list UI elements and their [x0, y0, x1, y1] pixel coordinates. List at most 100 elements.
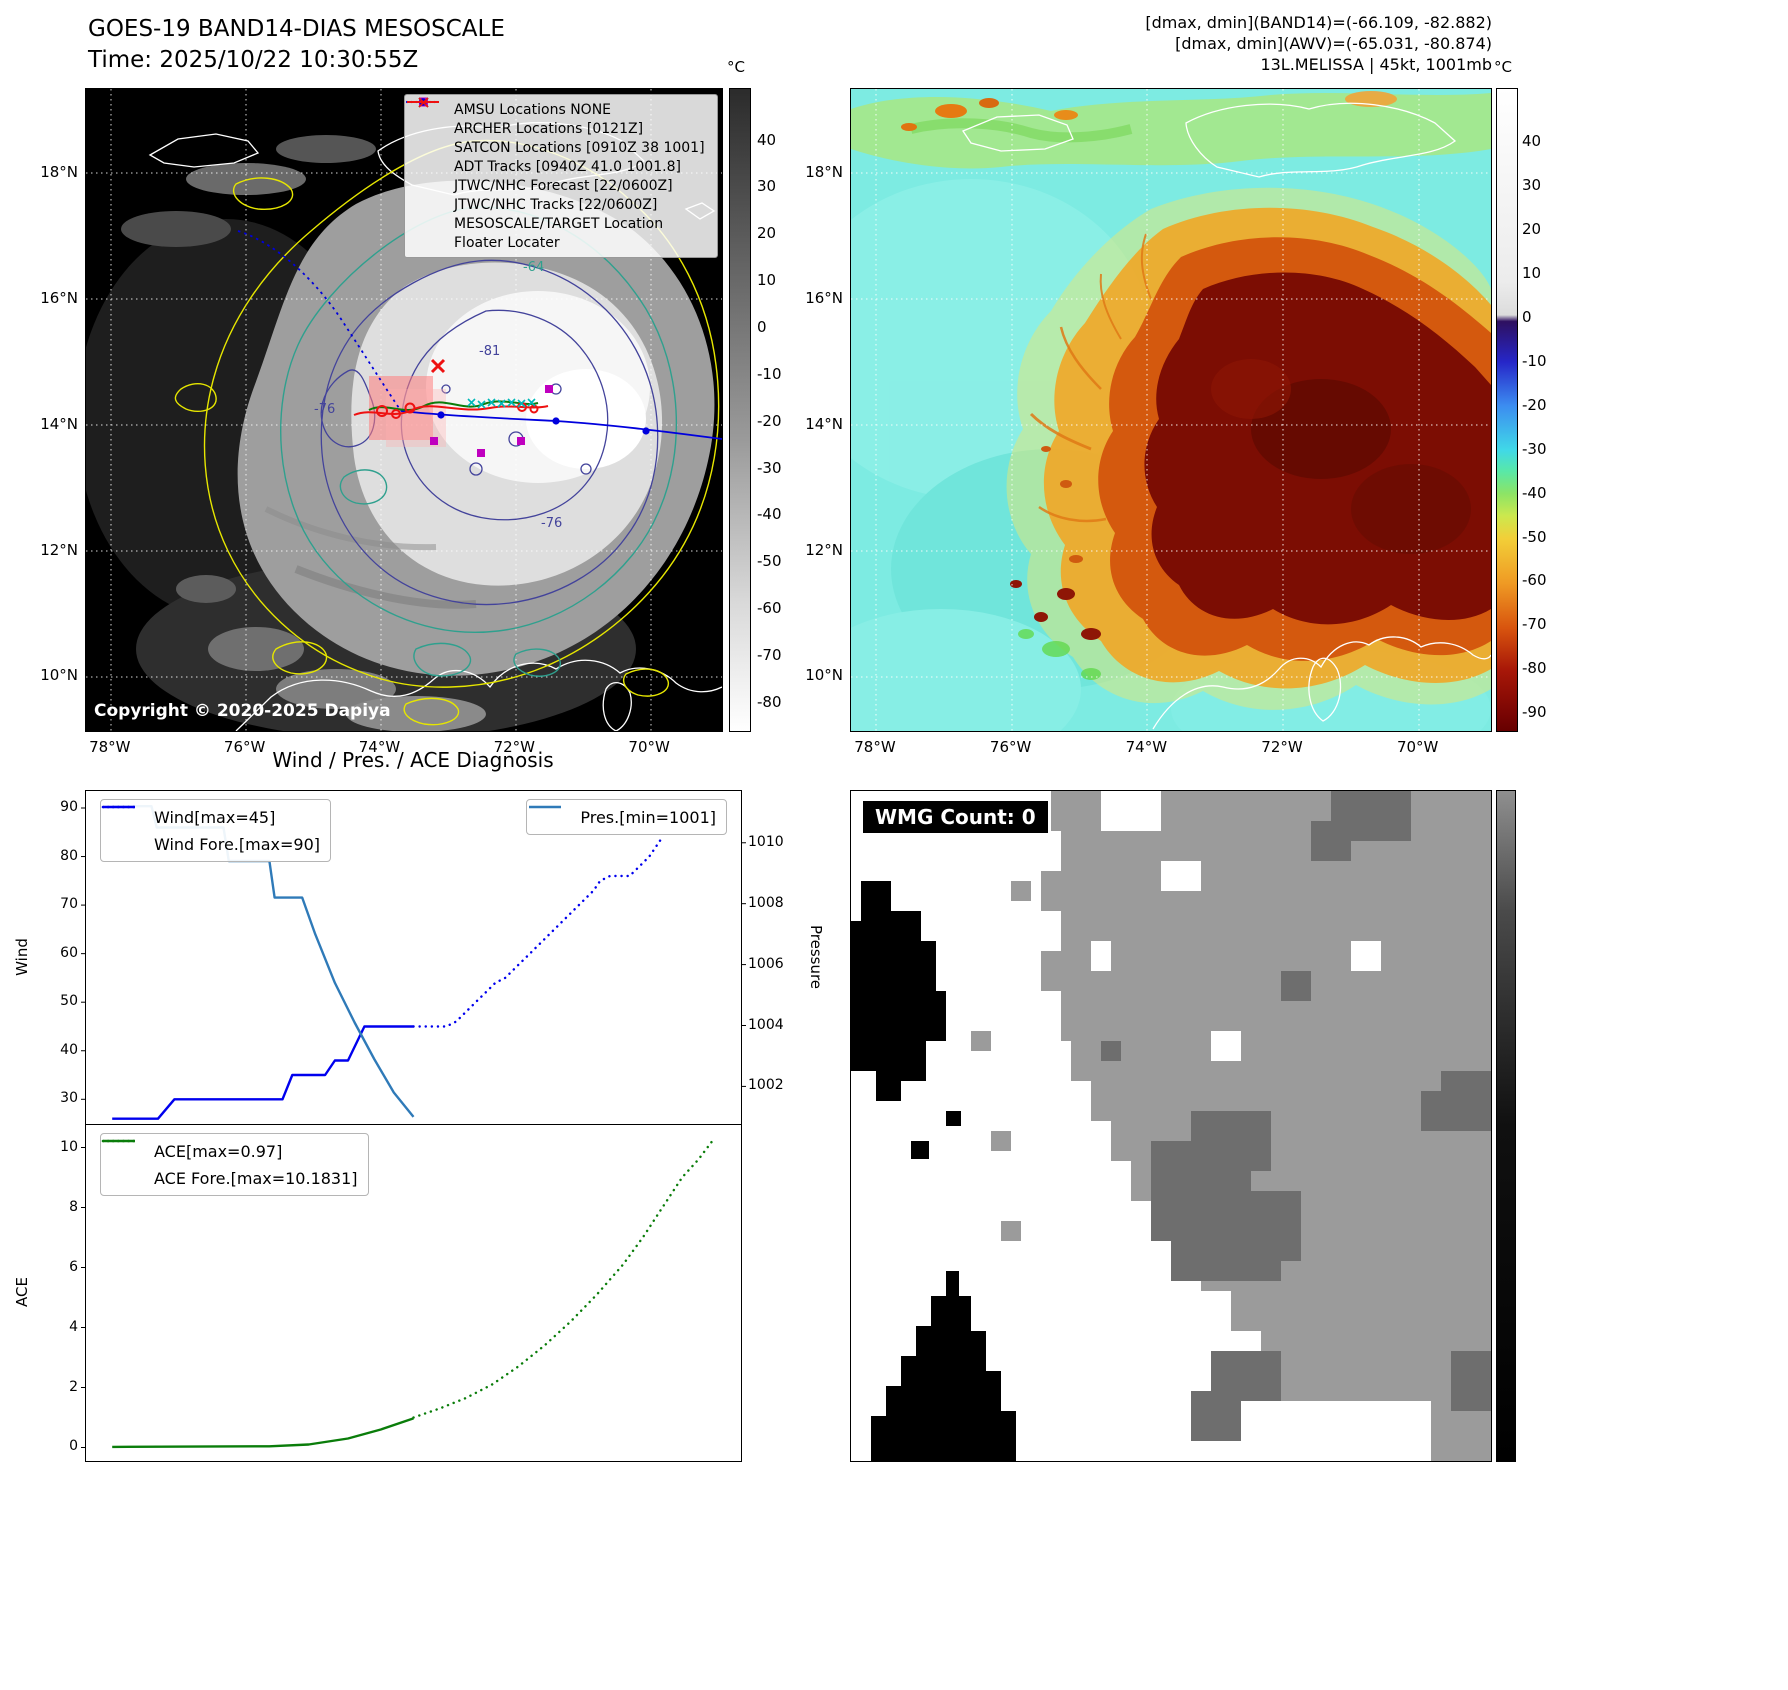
colorbar-tick-label: 40 — [757, 130, 777, 149]
colorbar-tick-label: -70 — [757, 646, 782, 665]
timestamp: Time: 2025/10/22 10:30:55Z — [88, 47, 419, 73]
axis-tick-label: 2 — [69, 1378, 78, 1395]
legend-label: ADT Tracks [0940Z 41.0 1001.8] — [454, 158, 681, 175]
ace-chart: ACE[max=0.97] ACE Fore.[max=10.1831] — [81, 1124, 742, 1462]
legend-label: Wind Fore.[max=90] — [154, 834, 320, 854]
contour-teal — [280, 206, 677, 677]
colorbar-tick-label: 0 — [757, 317, 767, 336]
colorbar-tick-label: -80 — [1522, 659, 1547, 678]
axis-tick-label: 30 — [60, 1090, 78, 1107]
awv-colorbar — [1496, 88, 1518, 732]
colorbar-tick-label: -80 — [757, 692, 782, 711]
chart-legend: Wind[max=45] Wind Fore.[max=90] — [100, 799, 331, 862]
colorbar-tick-label: -50 — [757, 552, 782, 571]
lon-tick-label: 74°W — [1125, 738, 1168, 756]
contour-label: -64 — [523, 260, 544, 275]
lon-tick-label: 74°W — [358, 738, 401, 756]
lat-tick-label: 18°N — [40, 163, 78, 182]
band14-map: -64 -81 -76 -76 — [85, 88, 723, 732]
lat-tick-label: 14°N — [805, 414, 843, 433]
lon-tick-label: 78°W — [89, 738, 131, 756]
colorbar-tick-label: -60 — [1522, 571, 1547, 590]
series-line — [412, 835, 664, 1028]
colorbar-tick-label: 20 — [1522, 219, 1542, 238]
axis-tick-label: 40 — [60, 1041, 78, 1058]
ace-axis-label: ACE — [13, 1277, 31, 1307]
legend-label: Floater Locater — [454, 234, 560, 251]
legend-item: Pres.[min=1001] — [529, 805, 716, 828]
legend-label: MESOSCALE/TARGET Location — [454, 215, 664, 232]
colorbar-tick-label: -20 — [1522, 395, 1547, 414]
band14-lon-axis: 78°W 76°W 74°W 72°W 70°W — [85, 736, 721, 758]
legend-label: Wind[max=45] — [154, 807, 276, 827]
contour-label: -81 — [479, 344, 500, 359]
lat-tick-label: 16°N — [805, 288, 843, 307]
chart-legend: Pres.[min=1001] — [526, 799, 727, 835]
lat-tick-label: 16°N — [40, 288, 78, 307]
axis-tick-label: 70 — [60, 896, 78, 913]
wind-pressure-chart: Wind[max=45] Wind Fore.[max=90] Pres.[min=… — [81, 790, 746, 1127]
axis-tick-label: 90 — [60, 798, 78, 815]
jtwc-track — [400, 410, 722, 440]
awv-colorbar-unit: °C — [1494, 58, 1512, 76]
colorbar-tick-label: -10 — [1522, 351, 1547, 370]
lon-tick-label: 72°W — [493, 738, 536, 756]
wmg-grid-image — [851, 791, 1491, 1461]
wmg-map: WMG Count: 0 — [850, 790, 1492, 1462]
colorbar-tick-label: -30 — [757, 458, 782, 477]
coastlines — [962, 102, 1491, 730]
awv-map — [850, 88, 1492, 732]
colorbar-tick-label: 0 — [1522, 307, 1532, 326]
lon-tick-label: 72°W — [1261, 738, 1303, 756]
amsu-archer-markers — [430, 385, 553, 457]
legend-item: Wind[max=45] — [103, 805, 320, 828]
lon-tick-label: 76°W — [989, 738, 1032, 756]
axis-tick-label: 10 — [60, 1138, 78, 1155]
white-holes — [1091, 791, 1431, 1461]
colorbar-tick-label: 40 — [1522, 131, 1542, 150]
axis-tick-label: 60 — [60, 944, 78, 961]
lat-tick-label: 10°N — [805, 666, 843, 685]
colorbar-tick-label: -50 — [1522, 527, 1547, 546]
lon-tick-label: 70°W — [1396, 738, 1439, 756]
awv-lon-axis: 78°W 76°W 74°W 72°W 70°W — [850, 736, 1490, 758]
grid-lines — [851, 89, 1491, 731]
lon-tick-label: 76°W — [223, 738, 266, 756]
page-title: GOES-19 BAND14-DIAS MESOSCALE — [88, 16, 505, 42]
legend-item: Wind Fore.[max=90] — [101, 805, 320, 855]
axis-tick-label: 6 — [69, 1258, 78, 1275]
wind-y-axis: 30 40 50 60 70 80 90 — [40, 790, 78, 1125]
colorbar-tick-label: -10 — [757, 364, 782, 383]
copyright-text: Copyright © 2020-2025 Dapiya — [94, 701, 391, 721]
colorbar-tick-label: -60 — [757, 599, 782, 618]
wmg-colorbar-strip — [1496, 790, 1516, 1462]
satcon-markers — [467, 398, 536, 409]
axis-tick-label: 1006 — [748, 955, 784, 972]
lat-tick-label: 12°N — [805, 540, 843, 559]
legend-item: Floater Locater — [407, 101, 711, 252]
pressure-y-axis: 1002 1004 1006 1008 1010 — [748, 790, 798, 1125]
jtwc-forecast-track — [237, 230, 402, 412]
axis-tick-label: 1004 — [748, 1016, 784, 1033]
legend-label: JTWC/NHC Forecast [22/0600Z] — [454, 177, 673, 194]
target-x-marker — [430, 358, 446, 374]
axis-tick-label: 80 — [60, 847, 78, 864]
lat-tick-label: 10°N — [40, 666, 78, 685]
band14-lat-axis: 18°N 16°N 14°N 12°N 10°N — [18, 88, 78, 730]
axis-tick-label: 50 — [60, 993, 78, 1010]
legend-label: ARCHER Locations [0121Z] — [454, 120, 644, 137]
contour-label: -76 — [541, 516, 562, 531]
lat-tick-label: 14°N — [40, 414, 78, 433]
colorbar-tick-label: 10 — [757, 271, 777, 290]
axis-tick-label: 4 — [69, 1318, 78, 1335]
band14-legend: AMSU Locations NONE ARCHER Locations [012… — [404, 94, 718, 258]
colorbar-tick-label: -20 — [757, 411, 782, 430]
series-line — [112, 1417, 414, 1449]
lon-tick-label: 70°W — [628, 738, 670, 756]
legend-item: ACE Fore.[max=10.1831] — [101, 1139, 358, 1189]
band14-colorbar-ticks: 40 30 20 10 0 -10 -20 -30 -40 -50 -60 -70 -80 — [757, 88, 803, 730]
legend-item: ACE[max=0.97] — [103, 1139, 358, 1162]
axis-tick-label: 0 — [69, 1438, 78, 1455]
colorbar-tick-label: 10 — [1522, 263, 1542, 282]
